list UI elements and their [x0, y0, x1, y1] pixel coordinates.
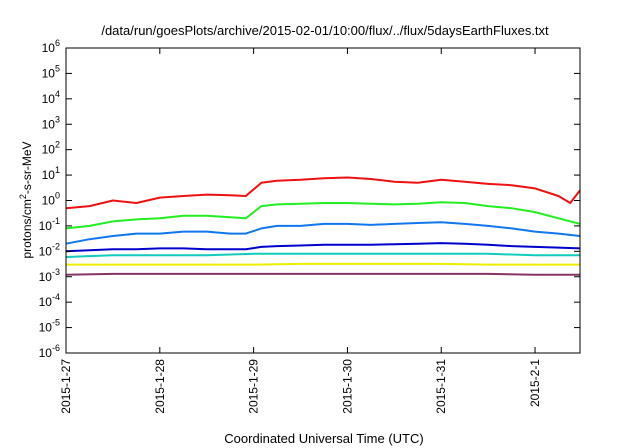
y-tick-exponent: -6	[52, 343, 60, 353]
y-tick-label: 102	[42, 140, 60, 157]
y-tick-label: 104	[42, 89, 60, 106]
x-tick-label: 2015-1-28	[153, 359, 167, 414]
y-tick-mantissa: 10	[39, 219, 53, 233]
y-tick-label: 105	[42, 63, 60, 80]
y-tick-label: 103	[42, 114, 60, 131]
y-tick-mantissa: 10	[42, 143, 56, 157]
y-tick-exponent: 4	[55, 89, 60, 99]
series-line-7	[65, 272, 580, 276]
y-tick-mantissa: 10	[39, 244, 53, 258]
y-tick-mantissa: 10	[42, 66, 56, 80]
y-axis-label-rest: -s-sr-MeV	[20, 141, 34, 194]
series-layer	[65, 176, 581, 276]
y-tick-mantissa: 10	[42, 168, 56, 182]
y-tick-exponent: -5	[52, 318, 60, 328]
y-tick-mantissa: 10	[39, 295, 53, 309]
y-tick-mantissa: 10	[39, 270, 53, 284]
x-tick-label: 2015-1-30	[340, 359, 354, 414]
y-tick-label: 10-3	[39, 267, 60, 284]
chart-title: /data/run/goesPlots/archive/2015-02-01/1…	[101, 23, 549, 38]
y-tick-label: 101	[42, 165, 60, 182]
y-tick-label: 10-6	[39, 343, 60, 360]
y-tick-exponent: 2	[55, 140, 60, 150]
y-tick-exponent: 5	[55, 63, 60, 73]
series-line-1	[65, 176, 581, 210]
y-tick-exponent: 0	[55, 191, 60, 201]
series-line-3	[65, 221, 581, 245]
y-axis: 10610510410310210110010-110-210-310-410-…	[39, 38, 580, 360]
y-tick-mantissa: 10	[42, 194, 56, 208]
series-line-2	[65, 201, 581, 230]
y-tick-label: 10-1	[39, 216, 60, 233]
y-tick-exponent: 1	[55, 165, 60, 175]
x-tick-label: 2015-2-1	[528, 359, 542, 407]
y-tick-mantissa: 10	[42, 92, 56, 106]
y-tick-label: 106	[42, 38, 60, 55]
y-tick-exponent: -3	[52, 267, 60, 277]
x-tick-label: 2015-1-29	[247, 359, 261, 414]
y-tick-label: 100	[42, 191, 60, 208]
x-axis-label: Coordinated Universal Time (UTC)	[224, 431, 423, 446]
y-tick-mantissa: 10	[42, 41, 56, 55]
y-tick-exponent: -1	[52, 216, 60, 226]
y-tick-exponent: 6	[55, 38, 60, 48]
x-axis: 2015-1-27 2015-1-28 2015-1-29 2015-1-30 2015…	[59, 48, 542, 414]
y-tick-label: 10-4	[39, 292, 60, 309]
y-axis-label-base: protons/cm	[20, 199, 34, 258]
y-axis-label-sup: 2	[18, 194, 28, 199]
y-axis-label: protons/cm2-s-sr-MeV	[18, 141, 34, 258]
y-tick-mantissa: 10	[39, 346, 53, 360]
x-tick-label: 2015-1-31	[434, 359, 448, 414]
y-tick-label: 10-2	[39, 241, 60, 258]
series-line-4	[65, 242, 581, 253]
y-tick-exponent: -2	[52, 241, 60, 251]
y-tick-mantissa: 10	[42, 117, 56, 131]
series-line-6	[66, 262, 580, 266]
y-tick-label: 10-5	[39, 318, 60, 335]
x-tick-label: 2015-1-27	[59, 359, 73, 414]
y-tick-mantissa: 10	[39, 321, 53, 335]
y-tick-exponent: 3	[55, 114, 60, 124]
y-tick-exponent: -4	[52, 292, 60, 302]
series-line-5	[65, 252, 580, 258]
